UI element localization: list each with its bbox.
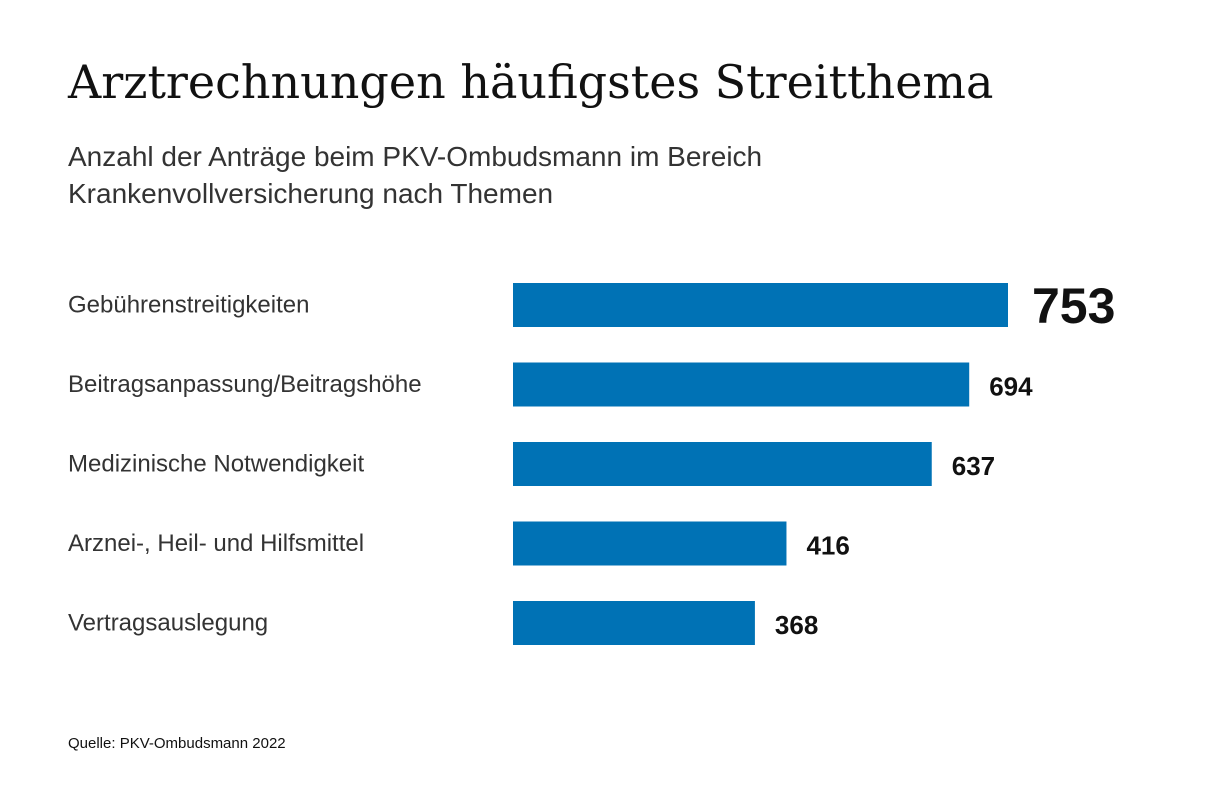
chart-subtitle-line-1: Anzahl der Anträge beim PKV-Ombudsmann i…: [68, 141, 763, 172]
bar: [513, 601, 755, 645]
source-note: Quelle: PKV-Ombudsmann 2022: [68, 735, 286, 752]
category-label: Arznei-, Heil- und Hilfsmittel: [68, 530, 364, 557]
value-label: 637: [952, 451, 995, 481]
value-label: 694: [989, 372, 1033, 402]
value-label: 416: [806, 531, 849, 561]
category-label: Beitragsanpassung/Beitragshöhe: [68, 371, 422, 398]
bar: [513, 283, 1008, 327]
category-label: Vertragsauslegung: [68, 610, 268, 637]
category-label: Medizinische Notwendigkeit: [68, 451, 364, 478]
value-label: 753: [1032, 278, 1115, 334]
category-label: Gebührenstreitigkeiten: [68, 292, 309, 319]
bar: [513, 362, 970, 407]
bar: [513, 521, 787, 566]
chart-subtitle-line-2: Krankenvollversicherung nach Themen: [68, 178, 554, 209]
value-label: 368: [775, 610, 818, 640]
bar: [513, 442, 932, 486]
chart-subtitle: Anzahl der Anträge beim PKV-Ombudsmann i…: [68, 138, 968, 212]
chart-title: Arztrechnungen häufigstes Streitthema: [68, 55, 994, 109]
